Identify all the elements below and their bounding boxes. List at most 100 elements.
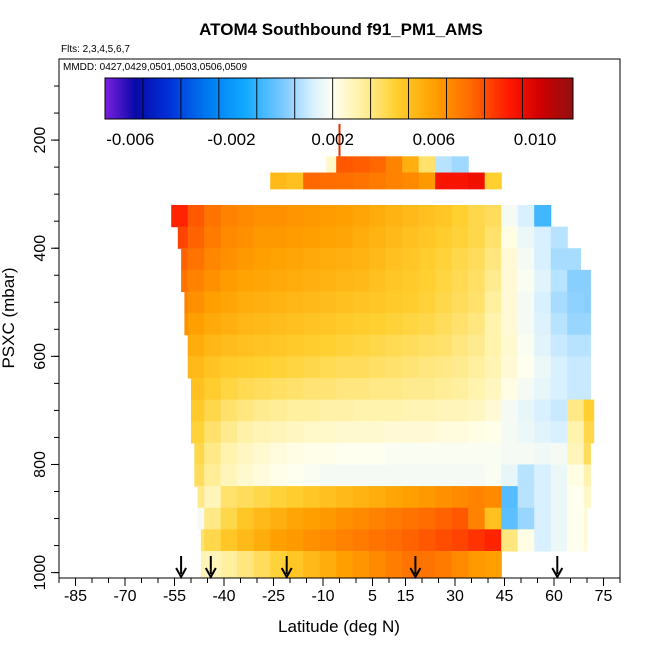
heatmap-cell [319, 269, 337, 293]
colorbar-tick-label: 0.010 [514, 130, 557, 149]
colorbar-step [496, 78, 500, 119]
colorbar-step [438, 78, 441, 119]
colorbar-step [280, 78, 283, 119]
heatmap-cell [583, 486, 591, 509]
heatmap-cell [286, 464, 304, 487]
colorbar-step [198, 78, 202, 119]
heatmap-cell [181, 269, 189, 293]
heatmap-cell [435, 442, 453, 466]
heatmap-cell [270, 507, 288, 530]
colorbar-step [532, 78, 535, 119]
heatmap-cell [303, 313, 321, 336]
heatmap-cell [336, 377, 354, 401]
heatmap-cell [468, 248, 486, 271]
heatmap-cell [319, 248, 337, 271]
heatmap-cell [326, 156, 337, 174]
colorbar-step [571, 78, 574, 119]
colorbar-gradient [104, 77, 574, 120]
heatmap-cell [501, 507, 519, 530]
heatmap-cell [484, 486, 502, 509]
colorbar-step [485, 78, 488, 119]
colorbar-step [344, 78, 348, 119]
heatmap-cell [352, 464, 370, 487]
heatmap-cell [468, 269, 486, 293]
heatmap-cell [253, 486, 271, 509]
heatmap-cell [435, 172, 453, 190]
colorbar-step [251, 78, 254, 119]
colorbar-step [381, 78, 385, 119]
heatmap-cell [468, 442, 486, 466]
heatmap-cell [534, 248, 552, 271]
colorbar-step [356, 78, 359, 119]
heatmap-cell [583, 464, 591, 487]
colorbar-step [138, 78, 141, 119]
heatmap-cell [336, 464, 354, 487]
heatmap-cell [303, 464, 321, 487]
heatmap-cell [220, 226, 238, 249]
colorbar-step [183, 78, 186, 119]
colorbar-step [303, 78, 307, 119]
colorbar-step [456, 78, 459, 119]
colorbar-step [524, 78, 527, 119]
heatmap-cell [253, 204, 271, 228]
colorbar-step [514, 78, 517, 119]
heatmap-cell [303, 334, 321, 357]
colorbar-step [286, 78, 289, 119]
heatmap-cell [402, 291, 420, 314]
colorbar-step [290, 78, 293, 119]
heatmap-cell [194, 442, 205, 466]
heatmap-cell [191, 421, 205, 444]
heatmap-cell [583, 291, 591, 314]
colorbar-step [448, 78, 451, 119]
heatmap-cell [187, 204, 205, 228]
heatmap-cell [567, 399, 585, 422]
heatmap-cell [286, 486, 304, 509]
heatmap-cell [534, 356, 552, 379]
colorbar-step [225, 78, 229, 119]
heatmap-cell [435, 377, 453, 401]
colorbar-step [430, 78, 434, 119]
heatmap-cell [402, 356, 420, 379]
colorbar-step [337, 78, 340, 119]
heatmap-cell [534, 204, 552, 228]
colorbar-step [309, 78, 313, 119]
colorbar-step [489, 78, 492, 119]
heatmap-cell [402, 442, 420, 466]
heatmap-cell [220, 204, 238, 228]
heatmap-cell [171, 204, 189, 228]
colorbar-step [106, 78, 110, 119]
heatmap-cell [352, 172, 370, 190]
colorbar-step [266, 78, 270, 119]
heatmap-cell [237, 356, 255, 379]
heatmap-cell [501, 399, 519, 422]
heatmap-cell [402, 399, 420, 422]
heatmap-cell [303, 172, 321, 190]
heatmap-cell [534, 507, 552, 530]
colorbar-step [325, 78, 328, 119]
heatmap-cell [468, 377, 486, 401]
heatmap-cell [253, 334, 271, 357]
colorbar-step [132, 78, 135, 119]
heatmap-cell [220, 442, 238, 466]
heatmap-cell [336, 421, 354, 444]
heatmap-cell [336, 156, 354, 174]
heatmap-cell [484, 356, 502, 379]
colorbar-step [360, 78, 363, 119]
heatmap-cell [319, 377, 337, 401]
colorbar-step [136, 78, 139, 119]
colorbar-step [130, 78, 133, 119]
colorbar-step [149, 78, 153, 119]
colorbar-step [317, 78, 320, 119]
heatmap-cell [567, 421, 585, 444]
heatmap-cell [369, 377, 387, 401]
heatmap-cell [270, 226, 288, 249]
heatmap-cell [484, 507, 502, 530]
heatmap-cell [435, 248, 453, 271]
heatmap-cell [270, 269, 288, 293]
colorbar-step [422, 78, 426, 119]
colorbar-step [537, 78, 541, 119]
heatmap-cell [270, 248, 288, 271]
heatmap-cell [385, 204, 403, 228]
colorbar-step [188, 78, 192, 119]
colorbar-step [173, 78, 176, 119]
